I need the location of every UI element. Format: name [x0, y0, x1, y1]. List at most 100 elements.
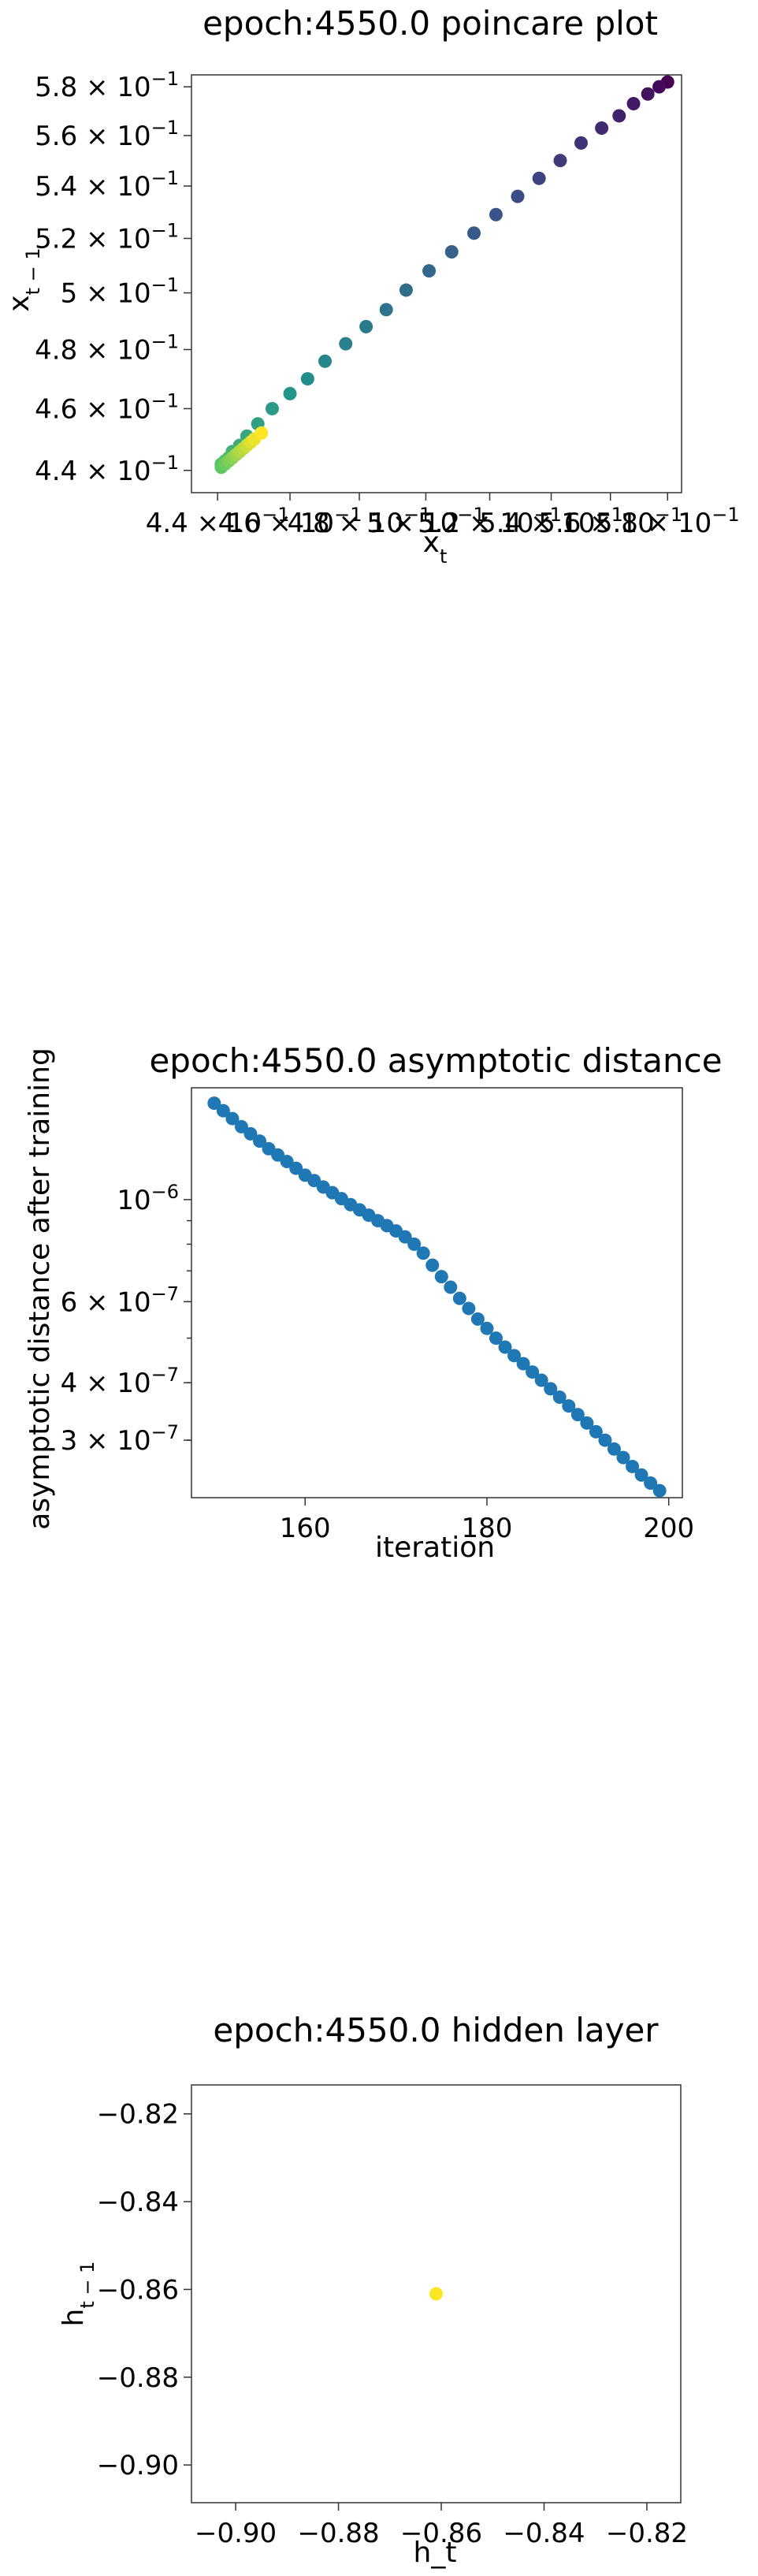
data-point: [379, 303, 393, 317]
data-point: [462, 1301, 476, 1316]
data-point: [444, 1280, 458, 1294]
data-point: [607, 1442, 621, 1456]
y-tick-label: 3 × 10−7: [61, 1421, 179, 1457]
poincare-chart: epoch:4550.0 poincare plot 4.4 × 10−14.6…: [3, 4, 740, 568]
x-tick-label: 4.6 × 10−1: [218, 504, 362, 539]
y-tick-label: 10−6: [117, 1181, 179, 1216]
data-point: [598, 1433, 612, 1447]
x-tick-label: −0.90: [195, 2518, 277, 2549]
x-tick-label: −0.86: [400, 2518, 482, 2549]
x-tick-label: −0.82: [606, 2518, 688, 2549]
y-tick-label: −0.90: [97, 2450, 179, 2481]
data-point: [444, 244, 459, 259]
y-tick-label: 4.8 × 10−1: [35, 330, 179, 366]
x-tick-label: 4.8 × 10−1: [288, 504, 432, 539]
data-point: [434, 1270, 448, 1284]
asymptotic-chart: epoch:4550.0 asymptotic distance 10−6 6 ×…: [24, 1041, 723, 1564]
data-point: [544, 1382, 558, 1396]
data-point: [489, 207, 503, 221]
data-point: [652, 1483, 667, 1498]
data-point: [553, 154, 567, 168]
asymptotic-title: epoch:4550.0 asymptotic distance: [149, 1041, 722, 1080]
data-point: [534, 1373, 548, 1387]
asymptotic-y-ticks: 10−6 6 × 10−7 4 × 10−7 3 × 10−7: [61, 1181, 191, 1457]
y-tick-label: −0.82: [97, 2099, 179, 2131]
data-point: [626, 1459, 640, 1473]
data-point: [511, 189, 525, 203]
y-tick-label: 5.6 × 10−1: [35, 117, 179, 152]
data-point: [589, 1424, 603, 1439]
poincare-plot-area: [191, 74, 682, 493]
hidden-layer-points: [429, 2287, 443, 2301]
poincare-y-label: xt − 1: [3, 248, 44, 311]
asymptotic-points: [207, 1096, 667, 1498]
asymptotic-plot-area: [191, 1087, 683, 1498]
data-point: [225, 1111, 240, 1126]
data-point: [265, 401, 279, 415]
data-point: [489, 1331, 503, 1346]
data-point: [552, 1390, 567, 1405]
x-tick-label: −0.88: [297, 2518, 379, 2549]
hidden-layer-x-ticks: −0.90 −0.88 −0.86 −0.84 −0.82: [195, 2503, 688, 2549]
x-tick-label: 5.6 × 10−1: [538, 504, 682, 539]
x-tick-label: 5.8 × 10−1: [596, 504, 740, 539]
data-point: [641, 87, 655, 101]
x-tick-label: 5.4 × 10−1: [479, 504, 623, 539]
data-point: [234, 1119, 248, 1134]
data-point: [498, 1340, 512, 1354]
data-point: [253, 1134, 267, 1148]
data-point: [207, 1096, 221, 1111]
data-point: [516, 1357, 530, 1371]
data-point: [467, 226, 481, 240]
data-point: [526, 1365, 540, 1379]
data-point: [470, 1312, 485, 1326]
data-point: [626, 97, 641, 111]
x-tick-label: −0.84: [503, 2518, 585, 2549]
hidden-layer-y-ticks: −0.82 −0.84 −0.86 −0.88 −0.90: [97, 2099, 191, 2481]
data-point: [595, 121, 609, 136]
data-point: [399, 283, 413, 297]
data-point: [339, 337, 353, 351]
poincare-title: epoch:4550.0 poincare plot: [203, 4, 658, 43]
data-point: [634, 1468, 648, 1482]
data-point: [255, 426, 269, 440]
y-tick-label: 4.4 × 10−1: [35, 452, 179, 487]
x-tick-label: 5 × 10−1: [366, 504, 485, 539]
data-point: [580, 1416, 594, 1430]
y-tick-label: −0.84: [97, 2187, 179, 2218]
data-point: [289, 1161, 303, 1175]
x-tick-label: 160: [280, 1513, 331, 1544]
data-point: [416, 1246, 430, 1260]
data-point: [318, 354, 333, 368]
data-point: [532, 171, 546, 185]
hidden-layer-x-label: h_t: [414, 2537, 457, 2569]
x-tick-label: 200: [643, 1513, 694, 1544]
y-tick-label: 5.2 × 10−1: [35, 219, 179, 255]
asymptotic-y-label: asymptotic distance after training: [24, 1048, 56, 1530]
data-point: [570, 1408, 585, 1422]
data-point: [574, 136, 588, 150]
asymptotic-x-ticks: 160 180 200: [280, 1498, 694, 1544]
y-tick-label: −0.88: [97, 2362, 179, 2394]
data-point: [452, 1291, 466, 1305]
data-point: [243, 1126, 258, 1141]
y-tick-label: 4 × 10−7: [61, 1364, 179, 1399]
data-point: [216, 1104, 230, 1118]
poincare-y-ticks: 4.4 × 10−1 4.6 × 10−1 4.8 × 10−1 5 × 10−1 5.…: [35, 68, 191, 487]
x-tick-label: 180: [462, 1513, 513, 1544]
data-point: [398, 1230, 412, 1244]
data-point: [425, 1258, 440, 1272]
y-tick-label: 6 × 10−7: [61, 1282, 179, 1318]
data-point: [480, 1321, 494, 1335]
y-tick-label: 5.8 × 10−1: [35, 68, 179, 103]
y-tick-label: 5.4 × 10−1: [35, 167, 179, 203]
data-point: [283, 386, 297, 400]
hidden-layer-y-label: ht − 1: [58, 2261, 98, 2327]
data-point: [612, 109, 626, 123]
poincare-points: [214, 75, 674, 475]
data-point: [422, 264, 437, 278]
data-point: [644, 1476, 658, 1491]
x-tick-label: 4.4 × 10−1: [146, 504, 290, 539]
x-tick-label: 5.2 × 10−1: [418, 504, 562, 539]
